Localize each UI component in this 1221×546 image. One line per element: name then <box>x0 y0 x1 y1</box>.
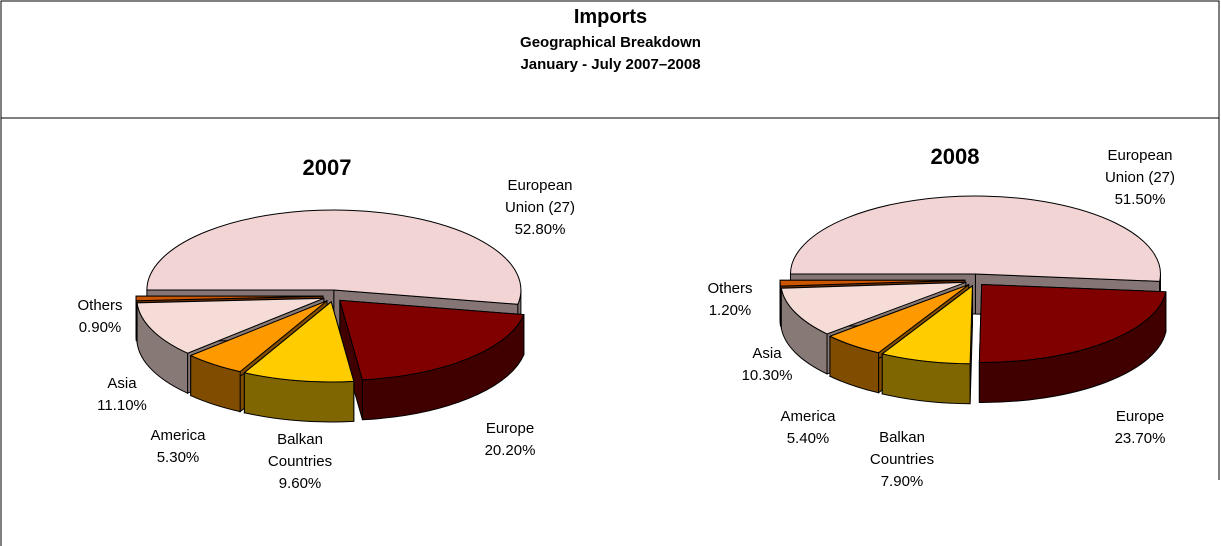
slice <box>189 300 328 373</box>
page-period: January - July 2007–2008 <box>520 56 701 73</box>
slice <box>136 297 324 354</box>
category-label: America <box>150 427 206 444</box>
slice-label: Europe 23.70% <box>1088 406 1192 450</box>
category-label: Europe <box>1115 408 1165 425</box>
value-label: 51.50% <box>1114 191 1166 208</box>
value-label: 52.80% <box>514 221 566 238</box>
value-label: 1.20% <box>708 302 752 319</box>
slice <box>828 284 970 354</box>
slice-label: Balkan Countries 7.90% <box>850 427 954 493</box>
slice-label: Europe 20.20% <box>458 418 562 462</box>
value-label: 7.90% <box>880 473 924 490</box>
slice <box>978 283 1167 363</box>
slice-label: Balkan Countries 9.60% <box>248 429 352 495</box>
slice <box>779 279 966 287</box>
category-label: Europe <box>485 420 535 437</box>
slice <box>789 195 1161 282</box>
slice-label: Others 1.20% <box>678 278 782 322</box>
value-label: 5.40% <box>786 430 830 447</box>
category-label: Asia <box>752 345 782 362</box>
category-label: Others <box>707 280 753 297</box>
slice-label: America 5.40% <box>756 406 860 450</box>
slice <box>146 209 522 305</box>
category-label: Others <box>77 297 123 314</box>
page-subtitle: Geographical Breakdown <box>520 34 701 51</box>
value-label: 5.30% <box>156 449 200 466</box>
slice-label: European Union (27) 51.50% <box>1088 145 1192 211</box>
slice-label: European Union (27) 52.80% <box>488 175 592 241</box>
slice <box>243 301 355 383</box>
header-frame <box>0 0 1220 119</box>
value-label: 9.60% <box>278 475 322 492</box>
value-label: 10.30% <box>741 367 793 384</box>
category-label: European Union (27) <box>1104 147 1176 186</box>
slice <box>780 281 966 335</box>
slice-label: Asia 11.10% <box>70 373 174 417</box>
category-label: Balkan Countries <box>869 429 935 468</box>
value-label: 0.90% <box>78 319 122 336</box>
slice-label: Others 0.90% <box>48 295 152 339</box>
chart-title: 2007 <box>302 155 352 180</box>
category-label: Asia <box>107 375 137 392</box>
value-label: 11.10% <box>97 397 147 414</box>
chart-title: 2008 <box>930 144 980 169</box>
slice <box>135 295 324 302</box>
category-label: Balkan Countries <box>267 431 333 470</box>
slice-label: America 5.30% <box>126 425 230 469</box>
value-label: 20.20% <box>484 442 536 459</box>
slice <box>339 299 525 381</box>
category-label: America <box>780 408 836 425</box>
category-label: European Union (27) <box>504 177 576 216</box>
value-label: 23.70% <box>1114 430 1166 447</box>
page-title: Imports <box>573 6 648 28</box>
slice <box>881 284 973 365</box>
slice-label: Asia 10.30% <box>715 343 819 387</box>
